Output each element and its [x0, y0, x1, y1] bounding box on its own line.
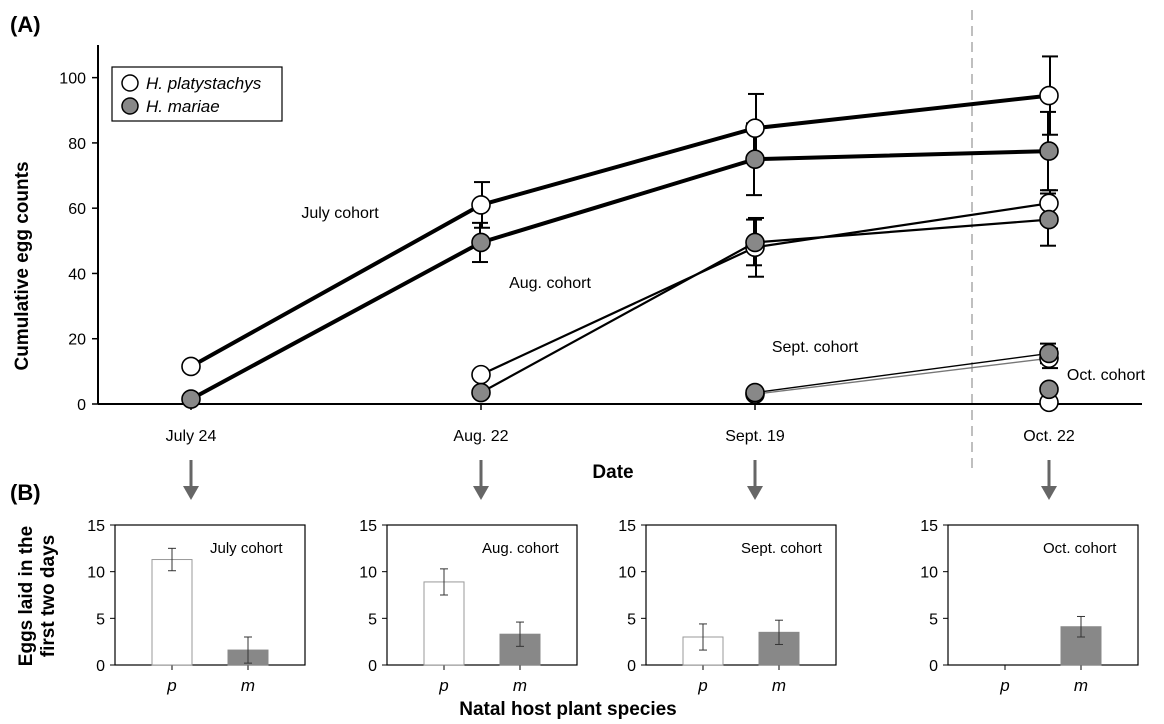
data-point-m: [471, 382, 491, 403]
panel-b-xtick-label: m: [513, 676, 527, 695]
subplot-title: Oct. cohort: [1043, 540, 1117, 557]
series-line-p-cohort-1: [190, 93, 1050, 369]
data-point-m: [1039, 141, 1059, 161]
panel-a-ytick-label: 80: [68, 136, 86, 153]
data-point-m: [745, 232, 765, 253]
panel-a-xtick-label: July 24: [166, 428, 217, 445]
panel-a-ylabel: Cumulative egg counts: [12, 161, 33, 370]
data-point-m: [745, 382, 765, 403]
cohort-arrows: [183, 460, 1057, 500]
bar-subplot-1: 0 5 10 15 July cohort p m: [87, 518, 306, 695]
data-point-m: [1039, 379, 1059, 400]
subplot-frame: [386, 524, 578, 666]
legend-marker-mariae: [121, 97, 139, 115]
data-point-p: [1039, 193, 1059, 214]
panel-b-xtick-label: m: [772, 676, 786, 695]
panel-b-ytick-label: 10: [920, 565, 938, 582]
panel-a-xtick-label: Sept. 19: [725, 428, 785, 445]
legend-box: [111, 66, 283, 122]
panel-a-ytick-label: 20: [68, 332, 86, 349]
panel-a-ytick-label: 60: [68, 201, 86, 218]
arrow-head: [747, 486, 763, 500]
panel-a-ytick-label: 100: [59, 71, 86, 88]
data-point-m: [1039, 209, 1059, 230]
panel-a-xlabel: Date: [592, 462, 633, 483]
bar-subplot-3: 0 5 10 15 Sept. cohort p m: [618, 518, 837, 695]
panel-b-xtick-label: m: [1074, 676, 1088, 695]
subplot-frame: [114, 524, 306, 666]
panel-b-ytick-label: 15: [359, 518, 377, 535]
panel-b-ylabel: Eggs laid in the first two days: [16, 526, 59, 666]
data-point-m: [1039, 343, 1059, 364]
subplot-title: July cohort: [210, 540, 283, 557]
panel-b-ytick-label: 15: [87, 518, 105, 535]
data-point-m: [181, 389, 201, 409]
panel-a-plot: 0 20 40 60 80 100 July 24 Aug. 22 Sept. 19 Oct. 2…: [59, 10, 1146, 468]
subplot-frame: [645, 524, 837, 666]
panel-b-label: (B): [10, 480, 41, 505]
panel-a-label: (A): [10, 12, 41, 37]
data-point-p: [471, 364, 491, 385]
subplot-title: Aug. cohort: [482, 540, 560, 557]
data-point-p: [181, 356, 201, 377]
panel-b-xtick-label: p: [999, 676, 1009, 695]
panel-b-xtick-label: p: [166, 676, 176, 695]
series-line-m-cohort-1: [190, 149, 1050, 401]
panel-b-ytick-label: 10: [87, 565, 105, 582]
arrow-head: [1041, 486, 1057, 500]
bar-subplot-2: 0 5 10 15 Aug. cohort p m: [359, 518, 578, 695]
arrow-head: [183, 486, 199, 500]
panel-b-ytick-label: 5: [96, 611, 105, 628]
series-line-p-cohort-3: [754, 357, 1050, 395]
arrow-head: [473, 486, 489, 500]
legend: H. platystachys H. mariae: [111, 66, 283, 122]
cohort-label: Sept. cohort: [772, 339, 859, 356]
panel-b-xtick-label: p: [697, 676, 707, 695]
series-line-m-cohort-3: [754, 352, 1050, 394]
data-point-p: [471, 195, 491, 215]
panel-b-ytick-label: 10: [359, 565, 377, 582]
panel-a-xtick-label: Aug. 22: [453, 428, 508, 445]
panel-b-ylabel-line1: Eggs laid in the: [16, 526, 37, 666]
panel-b-plots: 0 5 10 15 July cohort p m 0 5 10 15 Aug. cohort p m 0 5…: [87, 518, 1139, 695]
panel-b-xtick-label: p: [438, 676, 448, 695]
legend-marker-platystachys: [121, 74, 139, 92]
panel-b-ytick-label: 10: [618, 565, 636, 582]
subplot-frame: [947, 524, 1139, 666]
panel-b-ytick-label: 5: [929, 611, 938, 628]
data-point-m: [471, 232, 491, 253]
panel-b-xlabel: Natal host plant species: [459, 699, 677, 720]
legend-label-mariae: H. mariae: [146, 97, 220, 116]
data-point-p: [1039, 85, 1059, 106]
cohort-label: July cohort: [301, 205, 379, 222]
subplot-title: Sept. cohort: [741, 540, 823, 557]
panel-b-ytick-label: 0: [929, 658, 938, 675]
panel-b-ytick-label: 5: [368, 611, 377, 628]
panel-b-ytick-label: 15: [618, 518, 636, 535]
panel-b-ytick-label: 0: [368, 658, 377, 675]
panel-b-ytick-label: 0: [627, 658, 636, 675]
bar-p: [682, 636, 724, 666]
panel-b-xtick-label: m: [241, 676, 255, 695]
panel-a-ytick-label: 40: [68, 266, 86, 283]
panel-b-ytick-label: 15: [920, 518, 938, 535]
cohort-label: Aug. cohort: [509, 275, 591, 292]
panel-a-xtick-label: Oct. 22: [1023, 428, 1075, 445]
panel-b-ytick-label: 0: [96, 658, 105, 675]
bar-p: [423, 581, 465, 666]
legend-label-platystachys: H. platystachys: [146, 74, 262, 93]
panel-a-ytick-label: 0: [77, 397, 86, 414]
bar-subplot-4: 0 5 10 15 Oct. cohort p m: [920, 518, 1139, 695]
bar-p: [151, 559, 193, 666]
panel-b-ytick-label: 5: [627, 611, 636, 628]
data-point-m: [745, 149, 765, 170]
panel-b-ylabel-line2: first two days: [38, 535, 59, 657]
data-point-p: [745, 118, 765, 139]
cohort-label: Oct. cohort: [1067, 367, 1146, 384]
